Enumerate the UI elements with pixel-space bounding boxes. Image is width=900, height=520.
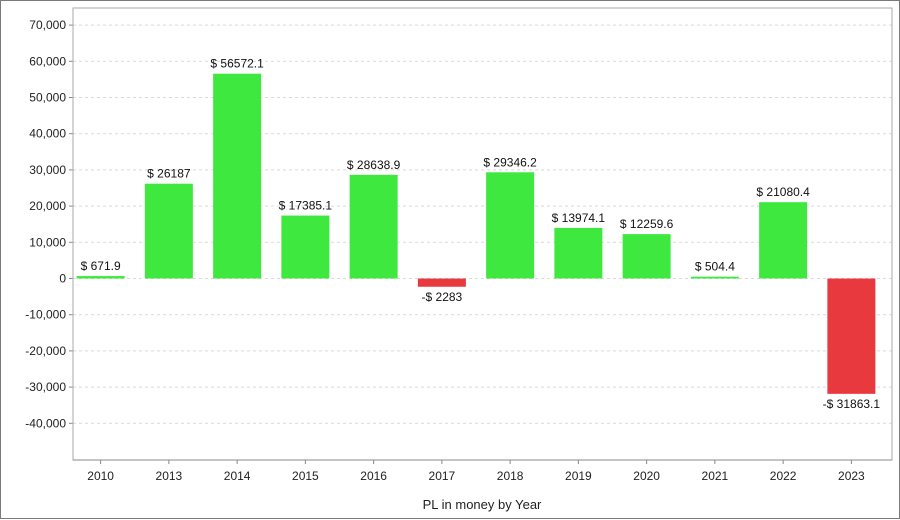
x-tick-label: 2015	[292, 469, 319, 483]
y-tick-label: 60,000	[29, 54, 66, 68]
data-labels: $ 671.9 $ 26187 $ 56572.1 $ 17385.1 $ 28638.…	[81, 57, 881, 411]
y-tick-label: 40,000	[29, 127, 66, 141]
x-tick-label: 2010	[87, 469, 114, 483]
bar-value-label: -$ 31863.1	[823, 397, 881, 411]
x-tick-label: 2017	[429, 469, 456, 483]
bar-value-label: $ 504.4	[695, 260, 735, 274]
x-tick-label: 2014	[224, 469, 251, 483]
y-tick-label: -30,000	[25, 380, 66, 394]
bar-value-label: $ 21080.4	[756, 185, 810, 199]
bars	[76, 73, 876, 394]
bar-value-label: $ 26187	[147, 167, 191, 181]
bar-value-label: $ 12259.6	[620, 217, 674, 231]
bar-2013	[144, 183, 193, 279]
bar-2015	[281, 215, 330, 279]
bar-value-label: $ 671.9	[81, 259, 121, 273]
y-tick-label: 10,000	[29, 235, 66, 249]
x-tick-label: 2013	[156, 469, 183, 483]
x-tick-label: 2020	[633, 469, 660, 483]
bar-2010	[76, 276, 125, 279]
y-tick-label: 50,000	[29, 91, 66, 105]
bar-2016	[349, 174, 398, 279]
bar-2020	[622, 234, 671, 279]
x-tick-label: 2021	[702, 469, 729, 483]
x-tick-label: 2023	[838, 469, 865, 483]
gridlines	[73, 24, 892, 424]
x-axis: 2010 2013 2014 2015 2016 2017 2018 2019 2020 2021…	[73, 459, 892, 483]
bar-2018	[486, 172, 535, 279]
y-tick-label: 70,000	[29, 18, 66, 32]
bar-value-label: $ 13974.1	[552, 211, 606, 225]
bar-2021	[690, 276, 739, 279]
y-tick-label: 20,000	[29, 199, 66, 213]
y-tick-label: -40,000	[25, 416, 66, 430]
bar-value-label: $ 28638.9	[347, 158, 401, 172]
bar-value-label: $ 29346.2	[483, 155, 537, 169]
bar-value-label: $ 17385.1	[279, 199, 333, 213]
bar-2017	[417, 278, 466, 287]
y-tick-label: 30,000	[29, 163, 66, 177]
y-tick-label: -10,000	[25, 308, 66, 322]
x-axis-title: PL in money by Year	[423, 497, 542, 512]
plot-area	[73, 8, 892, 460]
bar-2019	[554, 227, 603, 279]
x-tick-label: 2022	[770, 469, 797, 483]
bar-value-label: $ 56572.1	[210, 57, 264, 71]
bar-value-label: -$ 2283	[422, 290, 463, 304]
y-tick-label: -20,000	[25, 344, 66, 358]
y-tick-label: 0	[59, 272, 66, 286]
bar-2022	[759, 202, 808, 279]
x-tick-label: 2018	[497, 469, 524, 483]
x-tick-label: 2019	[565, 469, 592, 483]
bar-2023	[827, 278, 876, 394]
x-tick-label: 2016	[360, 469, 387, 483]
bar-2014	[213, 73, 262, 279]
